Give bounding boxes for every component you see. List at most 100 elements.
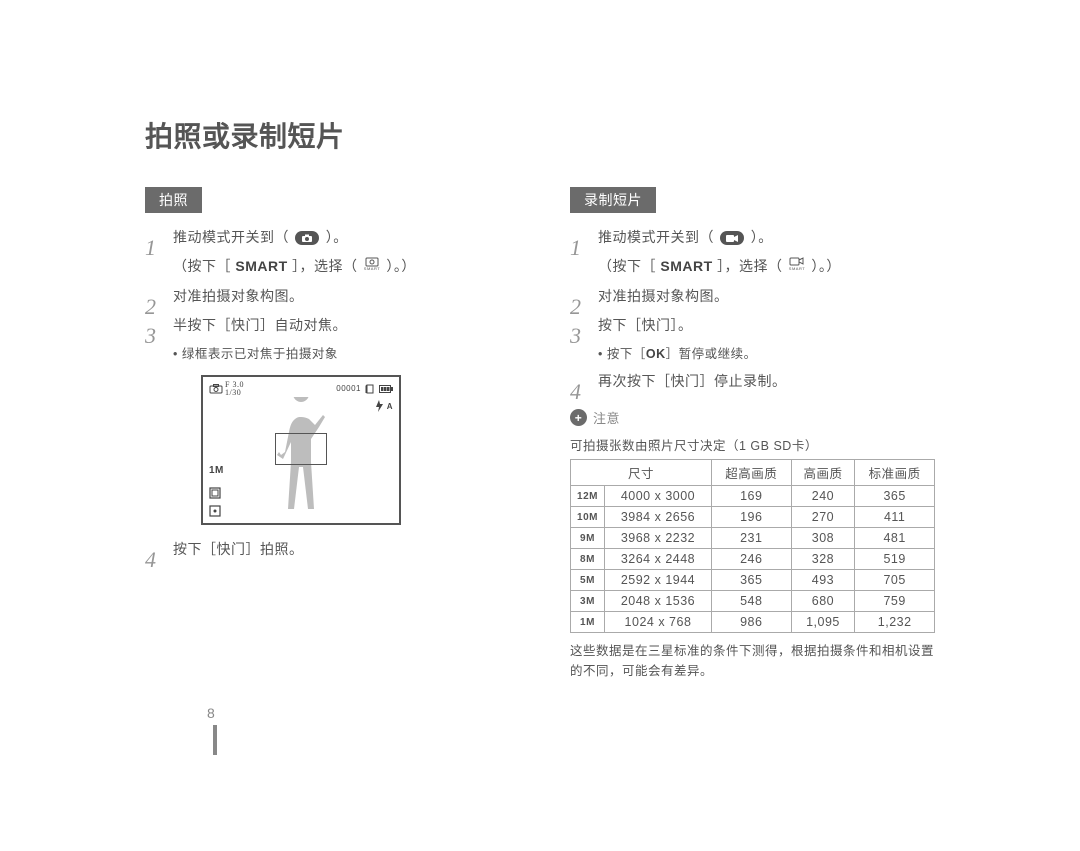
- row-size: 1024 x 768: [605, 612, 712, 633]
- vstep3-sub: 按下［OK］暂停或继续。: [598, 341, 935, 367]
- page-number: 8: [207, 705, 935, 721]
- photo-step-1: 推动模式开关到（ ）。 （按下［ SMART ］，选择（ SMART ）。）: [145, 223, 510, 282]
- battery-icon: [379, 385, 393, 393]
- row-super: 196: [711, 507, 791, 528]
- th-super: 超高画质: [711, 460, 791, 486]
- row-high: 328: [791, 549, 855, 570]
- video-icon: [720, 231, 744, 245]
- row-icon: 8M: [571, 549, 605, 570]
- row-high: 493: [791, 570, 855, 591]
- page-title: 拍照或录制短片: [145, 115, 935, 155]
- row-normal: 411: [855, 507, 935, 528]
- table-row: 3M2048 x 1536548680759: [571, 591, 935, 612]
- row-high: 270: [791, 507, 855, 528]
- row-size: 3984 x 2656: [605, 507, 712, 528]
- step3-sub: 绿框表示已对焦于拍摄对象: [173, 341, 510, 367]
- svg-text:SMART: SMART: [364, 266, 380, 271]
- shutter-speed: 1/30: [225, 389, 244, 397]
- th-high: 高画质: [791, 460, 855, 486]
- tab-photo: 拍照: [145, 187, 202, 213]
- vstep1-f: ）。）: [811, 258, 841, 274]
- camera-icon: [295, 231, 319, 245]
- row-super: 365: [711, 570, 791, 591]
- vstep1-c: （按下［: [598, 258, 656, 274]
- row-icon: 9M: [571, 528, 605, 549]
- smart-camera-icon: SMART: [362, 258, 386, 274]
- row-super: 548: [711, 591, 791, 612]
- row-normal: 705: [855, 570, 935, 591]
- vstep1-b: ）。: [751, 229, 773, 245]
- vstep3-text: 按下［快门］。: [598, 317, 693, 333]
- row-high: 1,095: [791, 612, 855, 633]
- row-super: 169: [711, 486, 791, 507]
- row-high: 308: [791, 528, 855, 549]
- display-top-left: F 3.0 1/30: [209, 381, 244, 397]
- video-step-3: 按下［快门］。 按下［OK］暂停或继续。: [570, 311, 935, 367]
- table-row: 10M3984 x 2656196270411: [571, 507, 935, 528]
- photo-steps: 推动模式开关到（ ）。 （按下［ SMART ］，选择（ SMART ）。） 对…: [145, 223, 510, 564]
- step3-text: 半按下［快门］自动对焦。: [173, 317, 347, 333]
- step1-text-f: ）。）: [386, 258, 416, 274]
- right-column: 录制短片 推动模式开关到（ ）。 （按下［ SMART ］，选择（ SMART …: [570, 187, 935, 681]
- photo-step-4: 按下［快门］拍照。: [145, 535, 510, 564]
- video-step-1: 推动模式开关到（ ）。 （按下［ SMART ］，选择（ SMART ）。）: [570, 223, 935, 282]
- camera-display: F 3.0 1/30 00001 A: [201, 375, 401, 525]
- page-number-bar: [213, 725, 217, 755]
- row-size: 3264 x 2448: [605, 549, 712, 570]
- left-column: 拍照 推动模式开关到（ ）。 （按下［ SMART ］，选择（ SMART ）。…: [145, 187, 510, 681]
- th-normal: 标准画质: [855, 460, 935, 486]
- step1-text-e: ］，选择（: [292, 258, 358, 274]
- table-caption: 可拍摄张数由照片尺寸决定（1 GB SD卡）: [570, 435, 935, 454]
- video-step-2: 对准拍摄对象构图。: [570, 282, 935, 311]
- smart-video-icon: SMART: [787, 258, 811, 274]
- row-normal: 481: [855, 528, 935, 549]
- row-super: 231: [711, 528, 791, 549]
- row-normal: 365: [855, 486, 935, 507]
- focus-frame: [275, 433, 327, 465]
- photo-step-3: 半按下［快门］自动对焦。 绿框表示已对焦于拍摄对象 F 3.0 1/30 000…: [145, 311, 510, 525]
- sd-icon: [365, 384, 375, 394]
- size-tag: 1M: [209, 460, 224, 481]
- note-label: 注意: [593, 408, 620, 427]
- video-step-4: 再次按下［快门］停止录制。: [570, 367, 935, 396]
- row-high: 680: [791, 591, 855, 612]
- row-icon: 3M: [571, 591, 605, 612]
- capacity-table: 尺寸 超高画质 高画质 标准画质 12M4000 x 3000169240365…: [570, 459, 935, 633]
- display-left-icons: 1M: [209, 460, 224, 517]
- smart-label: SMART: [235, 258, 287, 274]
- row-size: 2048 x 1536: [605, 591, 712, 612]
- th-size: 尺寸: [571, 460, 712, 486]
- vstep1-a: 推动模式开关到（: [598, 229, 714, 245]
- row-super: 986: [711, 612, 791, 633]
- metering-icon: [209, 505, 221, 517]
- display-top-right: 00001: [336, 381, 393, 398]
- row-icon: 10M: [571, 507, 605, 528]
- row-size: 4000 x 3000: [605, 486, 712, 507]
- table-row: 8M3264 x 2448246328519: [571, 549, 935, 570]
- smart-label-2: SMART: [660, 258, 712, 274]
- row-normal: 759: [855, 591, 935, 612]
- flash-icon: A: [373, 399, 393, 423]
- photo-step-2: 对准拍摄对象构图。: [145, 282, 510, 311]
- counter: 00001: [336, 381, 361, 398]
- row-normal: 1,232: [855, 612, 935, 633]
- tab-video: 录制短片: [570, 187, 656, 213]
- columns: 拍照 推动模式开关到（ ）。 （按下［ SMART ］，选择（ SMART ）。…: [145, 187, 935, 681]
- row-icon: 5M: [571, 570, 605, 591]
- vstep1-e: ］，选择（: [717, 258, 783, 274]
- step1-text-b: ）。: [326, 229, 348, 245]
- step1-text-a: 推动模式开关到（: [173, 229, 289, 245]
- row-icon: 1M: [571, 612, 605, 633]
- row-super: 246: [711, 549, 791, 570]
- row-high: 240: [791, 486, 855, 507]
- video-steps: 推动模式开关到（ ）。 （按下［ SMART ］，选择（ SMART ）。） 对…: [570, 223, 935, 396]
- row-icon: 12M: [571, 486, 605, 507]
- table-row: 5M2592 x 1944365493705: [571, 570, 935, 591]
- table-footnote: 这些数据是在三星标准的条件下测得，根据拍摄条件和相机设置的不同，可能会有差异。: [570, 641, 935, 681]
- row-size: 2592 x 1944: [605, 570, 712, 591]
- row-size: 3968 x 2232: [605, 528, 712, 549]
- svg-text:SMART: SMART: [789, 266, 805, 271]
- table-row: 1M1024 x 7689861,0951,232: [571, 612, 935, 633]
- table-row: 12M4000 x 3000169240365: [571, 486, 935, 507]
- table-row: 9M3968 x 2232231308481: [571, 528, 935, 549]
